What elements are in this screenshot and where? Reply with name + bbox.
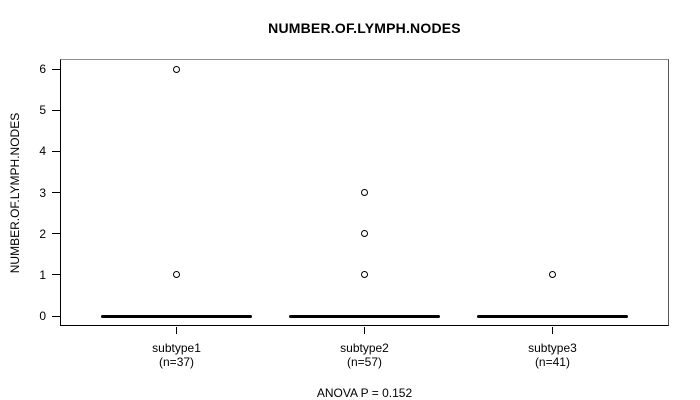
group-name: subtype2 bbox=[340, 341, 389, 355]
x-axis-tick bbox=[176, 327, 178, 334]
y-axis-label: NUMBER.OF.LYMPH.NODES bbox=[8, 112, 22, 274]
y-axis-tick bbox=[52, 274, 60, 276]
group-count: (n=37) bbox=[159, 355, 195, 369]
x-axis-group-label: subtype2 (n=57) bbox=[295, 341, 435, 369]
y-axis-tick bbox=[52, 109, 60, 111]
outlier-point bbox=[173, 271, 181, 279]
y-axis-tick-label: 0 bbox=[39, 309, 46, 323]
y-axis-tick bbox=[52, 192, 60, 193]
y-axis-tick-label: 2 bbox=[39, 226, 46, 241]
group-count: (n=41) bbox=[534, 355, 570, 369]
outlier-point bbox=[361, 271, 368, 279]
y-axis-tick bbox=[52, 233, 60, 235]
chart-title: NUMBER.OF.LYMPH.NODES bbox=[268, 20, 461, 36]
x-axis-group-label: subtype1 (n=37) bbox=[107, 341, 247, 369]
y-axis-tick-label: 6 bbox=[39, 62, 46, 76]
anova-p-annotation: ANOVA P = 0.152 bbox=[316, 386, 413, 400]
outlier-point bbox=[361, 230, 368, 238]
y-axis-tick-label: 4 bbox=[39, 144, 46, 159]
outlier-point bbox=[548, 271, 556, 279]
group-name: subtype3 bbox=[528, 341, 577, 355]
outlier-point bbox=[173, 65, 181, 73]
y-axis-tick-label: 3 bbox=[39, 185, 46, 200]
y-axis-tick-label: 1 bbox=[39, 267, 46, 282]
outlier-point bbox=[361, 189, 368, 196]
y-axis-tick bbox=[52, 68, 60, 70]
boxplot-median-line bbox=[477, 314, 628, 318]
group-name: subtype1 bbox=[152, 341, 201, 355]
boxplot-median-line bbox=[101, 314, 252, 318]
x-axis-group-label: subtype3 (n=41) bbox=[482, 341, 622, 369]
boxplot-median-line bbox=[289, 314, 440, 318]
group-count: (n=57) bbox=[346, 355, 383, 369]
x-axis-tick bbox=[551, 327, 553, 334]
y-axis-tick-label: 5 bbox=[39, 103, 46, 118]
y-axis-tick bbox=[52, 315, 60, 317]
y-axis-tick bbox=[52, 150, 60, 152]
x-axis-tick bbox=[364, 327, 365, 334]
